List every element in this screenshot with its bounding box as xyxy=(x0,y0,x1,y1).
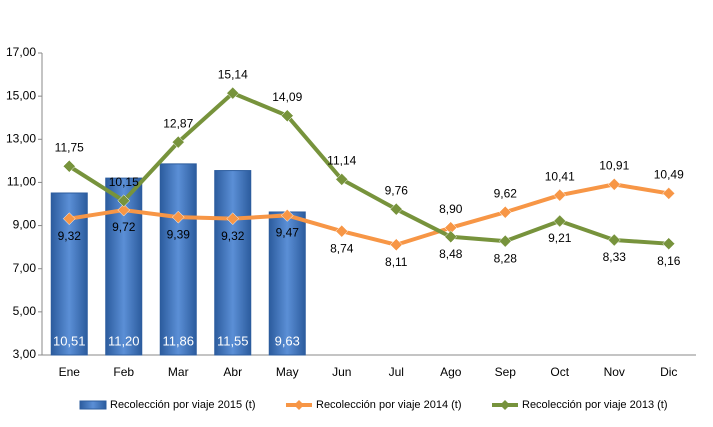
marker xyxy=(335,224,349,238)
y-tick-label: 9,00 xyxy=(13,218,37,232)
marker xyxy=(280,209,294,222)
marker xyxy=(171,210,185,224)
bar xyxy=(268,211,306,356)
data-label: 9,32 xyxy=(221,229,245,243)
x-tick-label: Mar xyxy=(168,365,189,379)
data-label: 9,21 xyxy=(548,231,572,245)
data-label: 9,47 xyxy=(276,226,300,240)
data-label: 15,14 xyxy=(218,67,248,81)
legend-label: Recolección por viaje 2015 (t) xyxy=(110,399,256,411)
data-label: 9,72 xyxy=(112,220,136,234)
data-label: 9,62 xyxy=(494,186,518,200)
marker xyxy=(607,233,621,247)
x-tick-label: Sep xyxy=(495,365,517,379)
data-label: 11,86 xyxy=(162,333,194,348)
data-label: 9,39 xyxy=(167,227,191,241)
y-tick-label: 3,00 xyxy=(13,347,37,361)
data-label: 11,75 xyxy=(55,140,84,154)
line xyxy=(68,182,670,247)
marker xyxy=(553,214,567,228)
data-label: 8,74 xyxy=(330,241,354,255)
y-tick-label: 5,00 xyxy=(13,304,37,318)
data-label: 11,20 xyxy=(108,333,140,348)
y-tick-label: 13,00 xyxy=(6,131,36,145)
data-label: 8,48 xyxy=(439,247,463,261)
marker xyxy=(607,178,621,191)
marker xyxy=(280,109,294,123)
data-label: 8,90 xyxy=(439,202,463,216)
y-tick-label: 15,00 xyxy=(6,88,36,102)
x-tick-label: Jun xyxy=(332,365,351,379)
marker xyxy=(335,173,349,186)
x-tick-label: Ago xyxy=(440,365,462,379)
marker xyxy=(553,188,567,202)
x-tick-label: Dic xyxy=(660,365,677,379)
marker xyxy=(171,135,185,149)
bar xyxy=(159,163,197,356)
x-tick-label: Nov xyxy=(604,365,625,379)
marker xyxy=(498,205,512,219)
legend-swatch xyxy=(79,400,107,410)
marker xyxy=(389,238,403,252)
marker xyxy=(62,212,76,226)
data-label: 10,15 xyxy=(109,175,139,189)
data-label: 9,76 xyxy=(385,183,409,197)
y-tick-label: 7,00 xyxy=(13,261,37,275)
y-tick-label: 11,00 xyxy=(7,175,36,189)
data-label: 11,14 xyxy=(327,154,356,168)
x-tick-label: Abr xyxy=(223,365,242,379)
legend-label: Recolección por viaje 2014 (t) xyxy=(316,399,462,411)
x-tick-label: Oct xyxy=(550,365,569,379)
x-tick-label: May xyxy=(276,365,299,379)
data-label: 10,91 xyxy=(599,159,629,173)
data-label: 8,33 xyxy=(603,250,627,264)
data-label: 8,11 xyxy=(385,255,408,269)
marker xyxy=(662,237,676,251)
marker xyxy=(389,202,403,216)
data-label: 11,55 xyxy=(217,333,249,348)
marker xyxy=(662,187,676,200)
data-label: 10,49 xyxy=(654,168,684,182)
x-tick-label: Feb xyxy=(113,365,134,379)
bar xyxy=(214,170,252,356)
x-tick-label: Jul xyxy=(389,365,404,379)
data-label: 9,63 xyxy=(275,333,300,348)
legend-marker xyxy=(500,400,510,410)
data-label: 10,51 xyxy=(53,333,86,348)
marker xyxy=(498,234,512,248)
marker xyxy=(117,194,131,208)
data-label: 9,32 xyxy=(58,229,82,243)
x-tick-label: Ene xyxy=(59,365,81,379)
legend-label: Recolección por viaje 2013 (t) xyxy=(522,399,668,411)
data-label: 14,09 xyxy=(272,90,302,104)
marker xyxy=(226,212,240,226)
data-label: 10,41 xyxy=(545,169,575,183)
data-label: 8,16 xyxy=(657,254,681,268)
marker xyxy=(62,159,76,173)
marker xyxy=(226,86,240,100)
y-tick-label: 17,00 xyxy=(6,45,36,59)
legend-marker xyxy=(294,400,304,410)
line xyxy=(68,91,669,246)
data-label: 12,87 xyxy=(163,116,193,130)
marker xyxy=(444,230,458,244)
data-label: 8,28 xyxy=(494,251,518,265)
marker xyxy=(117,203,131,217)
